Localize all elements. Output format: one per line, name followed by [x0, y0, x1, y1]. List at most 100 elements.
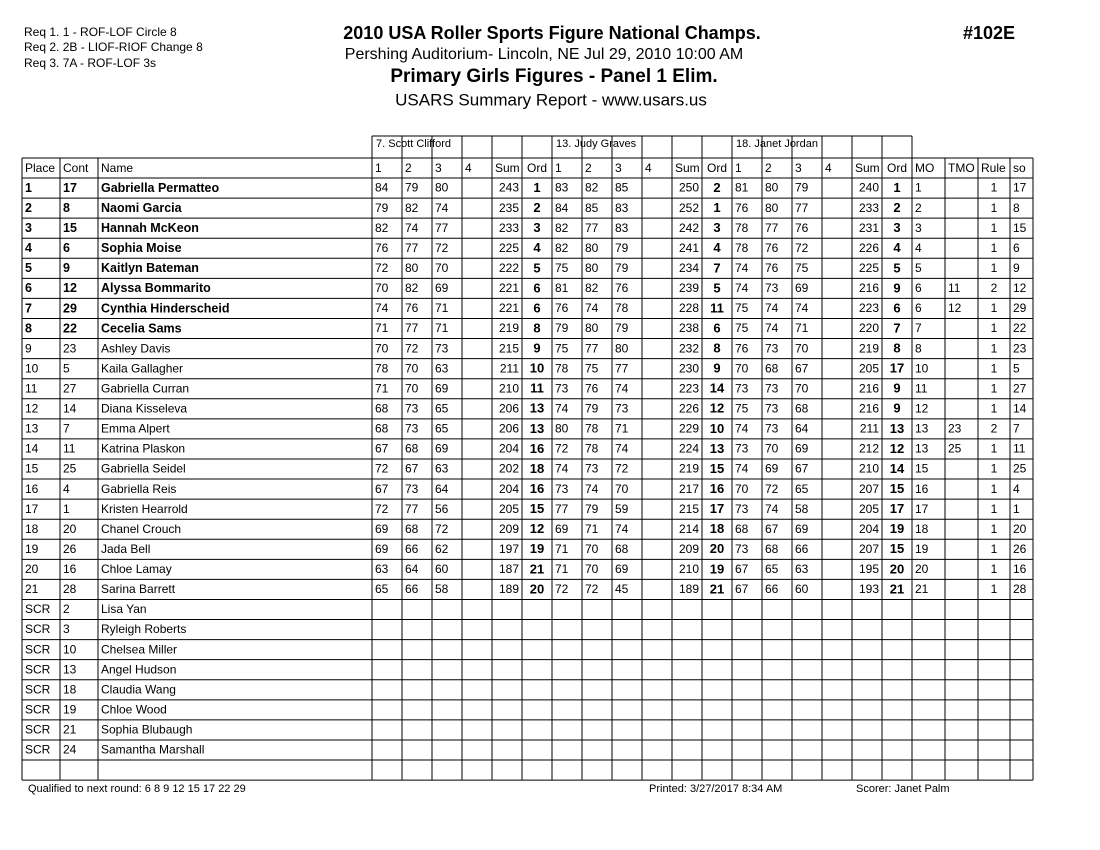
cell: 68: [405, 442, 419, 456]
cell: 205: [859, 502, 879, 516]
cell: 69: [435, 281, 449, 295]
scorer: Scorer: Janet Palm: [856, 783, 950, 795]
cell: 27: [1013, 381, 1027, 395]
skater-name: Diana Kisseleva: [101, 401, 187, 415]
cell: 228: [679, 301, 699, 315]
skater-name: Lisa Yan: [101, 602, 147, 616]
column-header: Rule: [981, 161, 1006, 175]
skater-name: Alyssa Bommarito: [101, 281, 211, 295]
cell: 206: [499, 422, 519, 436]
cell: 210: [859, 462, 879, 476]
cell: 74: [585, 482, 599, 496]
cell: 72: [555, 442, 569, 456]
cell: 238: [679, 321, 699, 335]
cell: 74: [735, 422, 749, 436]
cell: 75: [555, 261, 569, 275]
cell: 78: [615, 301, 629, 315]
cell: 11: [1013, 442, 1026, 456]
cell: 23: [948, 422, 962, 436]
cell: 64: [435, 482, 449, 496]
cell: 212: [859, 442, 879, 456]
cell: 73: [735, 381, 749, 395]
cell: 216: [859, 401, 879, 415]
column-header: 2: [765, 161, 772, 175]
cell: 70: [405, 361, 419, 375]
cell: 80: [405, 261, 419, 275]
cell: 5: [533, 260, 540, 275]
cell: 58: [435, 582, 449, 596]
cell: 73: [555, 482, 569, 496]
cell: 5: [25, 261, 32, 275]
cell: 211: [500, 361, 519, 375]
cell: 4: [25, 241, 32, 255]
skater-name: Chloe Wood: [101, 703, 167, 717]
cell: 22: [63, 321, 77, 335]
cell: 69: [795, 281, 809, 295]
cell: 69: [615, 562, 629, 576]
cell: 12: [1013, 281, 1027, 295]
cell: 16: [530, 441, 544, 456]
cell: 79: [795, 181, 809, 195]
cell: 73: [765, 341, 779, 355]
cell: 7: [713, 260, 720, 275]
cell: 80: [615, 341, 629, 355]
cell: 12: [948, 301, 962, 315]
cell: 1: [991, 341, 998, 355]
column-header: so: [1013, 161, 1026, 175]
cell: 226: [679, 401, 699, 415]
cell: 65: [375, 582, 389, 596]
cell: 13: [915, 422, 929, 436]
cell: 15: [530, 501, 544, 516]
cell: 4: [713, 240, 721, 255]
cell: 225: [859, 261, 879, 275]
cell: 7: [1013, 422, 1020, 436]
cell: 63: [435, 462, 449, 476]
cell: 26: [63, 542, 77, 556]
cell: SCR: [25, 622, 51, 636]
cell: 12: [63, 281, 77, 295]
cell: 18: [915, 522, 929, 536]
cell: 69: [795, 522, 809, 536]
cell: 22: [1013, 321, 1027, 335]
cell: 45: [615, 582, 629, 596]
cell: 3: [915, 221, 922, 235]
cell: 20: [25, 562, 39, 576]
cell: 20: [63, 522, 77, 536]
cell: 12: [530, 521, 544, 536]
cell: 5: [1013, 361, 1020, 375]
cell: 11: [25, 381, 38, 395]
cell: 72: [375, 261, 389, 275]
cell: 16: [1013, 562, 1027, 576]
cell: 74: [735, 462, 749, 476]
cell: SCR: [25, 642, 51, 656]
cell: 207: [859, 542, 879, 556]
cell: 76: [375, 241, 389, 255]
cell: 73: [765, 281, 779, 295]
cell: 2: [991, 422, 998, 436]
cell: 8: [915, 341, 922, 355]
cell: 219: [679, 462, 699, 476]
skater-name: Hannah McKeon: [101, 221, 199, 235]
cell: 2: [991, 281, 998, 295]
cell: 19: [25, 542, 39, 556]
cell: 2: [63, 602, 70, 616]
cell: 233: [499, 221, 519, 235]
cell: 15: [25, 462, 39, 476]
cell: 8: [63, 201, 70, 215]
cell: 71: [795, 321, 809, 335]
cell: 7: [25, 301, 32, 315]
cell: 73: [735, 502, 749, 516]
cell: 71: [615, 422, 629, 436]
cell: 193: [859, 582, 879, 596]
cell: 18: [530, 461, 544, 476]
cell: 73: [765, 381, 779, 395]
skater-name: Kaitlyn Bateman: [101, 261, 199, 275]
cell: 241: [679, 241, 699, 255]
cell: 74: [405, 221, 419, 235]
cell: 17: [890, 501, 904, 516]
cell: 197: [499, 542, 519, 556]
column-header: 4: [465, 161, 472, 175]
cell: 206: [499, 401, 519, 415]
cell: 70: [585, 542, 599, 556]
cell: 9: [63, 261, 70, 275]
